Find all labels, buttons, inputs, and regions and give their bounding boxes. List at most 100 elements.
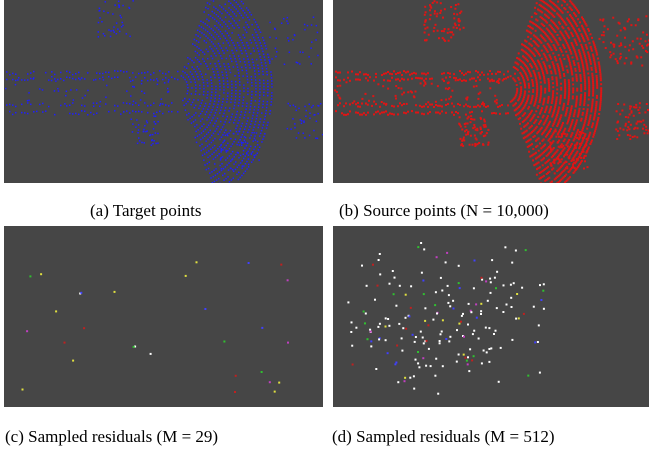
point [539,78,541,80]
point [135,126,137,128]
point [209,114,211,116]
point [467,123,469,125]
point [255,32,257,34]
point [311,41,313,43]
point [150,353,152,355]
point [234,55,236,57]
point [505,77,507,79]
point [527,60,529,62]
point [446,252,448,254]
point [245,155,247,157]
point [212,50,214,52]
point [153,140,155,142]
point [401,78,403,80]
point [623,27,625,29]
point [247,117,249,119]
point [12,114,14,116]
point [543,76,545,78]
point [221,168,223,170]
point [202,118,204,120]
point [244,140,246,142]
point [544,88,546,90]
point [218,74,220,76]
point [162,103,164,105]
point [459,104,461,106]
point [337,79,339,81]
point [271,80,273,82]
point [255,21,256,23]
point [243,150,245,152]
point [304,24,306,26]
point [191,60,193,62]
point [424,82,426,84]
point [469,348,471,350]
point [489,80,491,82]
point [254,67,256,69]
point [458,282,460,284]
point [196,142,198,144]
point [537,341,539,343]
point [241,167,243,169]
point [517,69,519,71]
point [583,151,585,153]
point [223,98,225,100]
point [238,102,240,104]
point [138,129,140,131]
point [539,142,541,144]
point [461,140,463,142]
point [221,58,223,60]
point [583,102,585,104]
point [539,97,541,99]
point [558,67,560,69]
point [520,82,522,84]
point [304,137,306,139]
point [631,112,633,114]
point [522,77,524,79]
point [251,97,253,99]
point [165,73,167,75]
point [258,37,260,39]
point [645,129,647,131]
point [316,121,318,123]
point [452,34,454,36]
point [201,111,203,113]
point [389,73,391,75]
point [248,166,250,168]
point [167,91,169,93]
point [586,48,588,50]
point [242,102,244,104]
point [108,111,110,113]
point [573,140,575,142]
point [287,342,289,344]
point [544,92,546,94]
point [294,123,296,125]
point [498,78,500,80]
point [515,318,517,320]
point [460,11,462,13]
point [262,127,264,129]
point [29,275,31,277]
point [531,16,533,18]
point [393,70,395,72]
point [256,45,258,47]
point [593,57,595,59]
point [568,29,570,31]
point [645,126,647,128]
point [578,134,580,136]
point [365,93,367,95]
point [597,117,599,119]
point [150,74,152,76]
point [422,357,424,359]
point [586,151,588,153]
point [559,118,561,120]
point [591,139,593,141]
point [496,271,498,273]
point [251,153,253,155]
point [589,132,591,134]
point [255,79,257,81]
point [553,67,555,69]
point [435,358,437,360]
point [255,91,257,93]
point [528,83,530,85]
point [218,36,220,38]
